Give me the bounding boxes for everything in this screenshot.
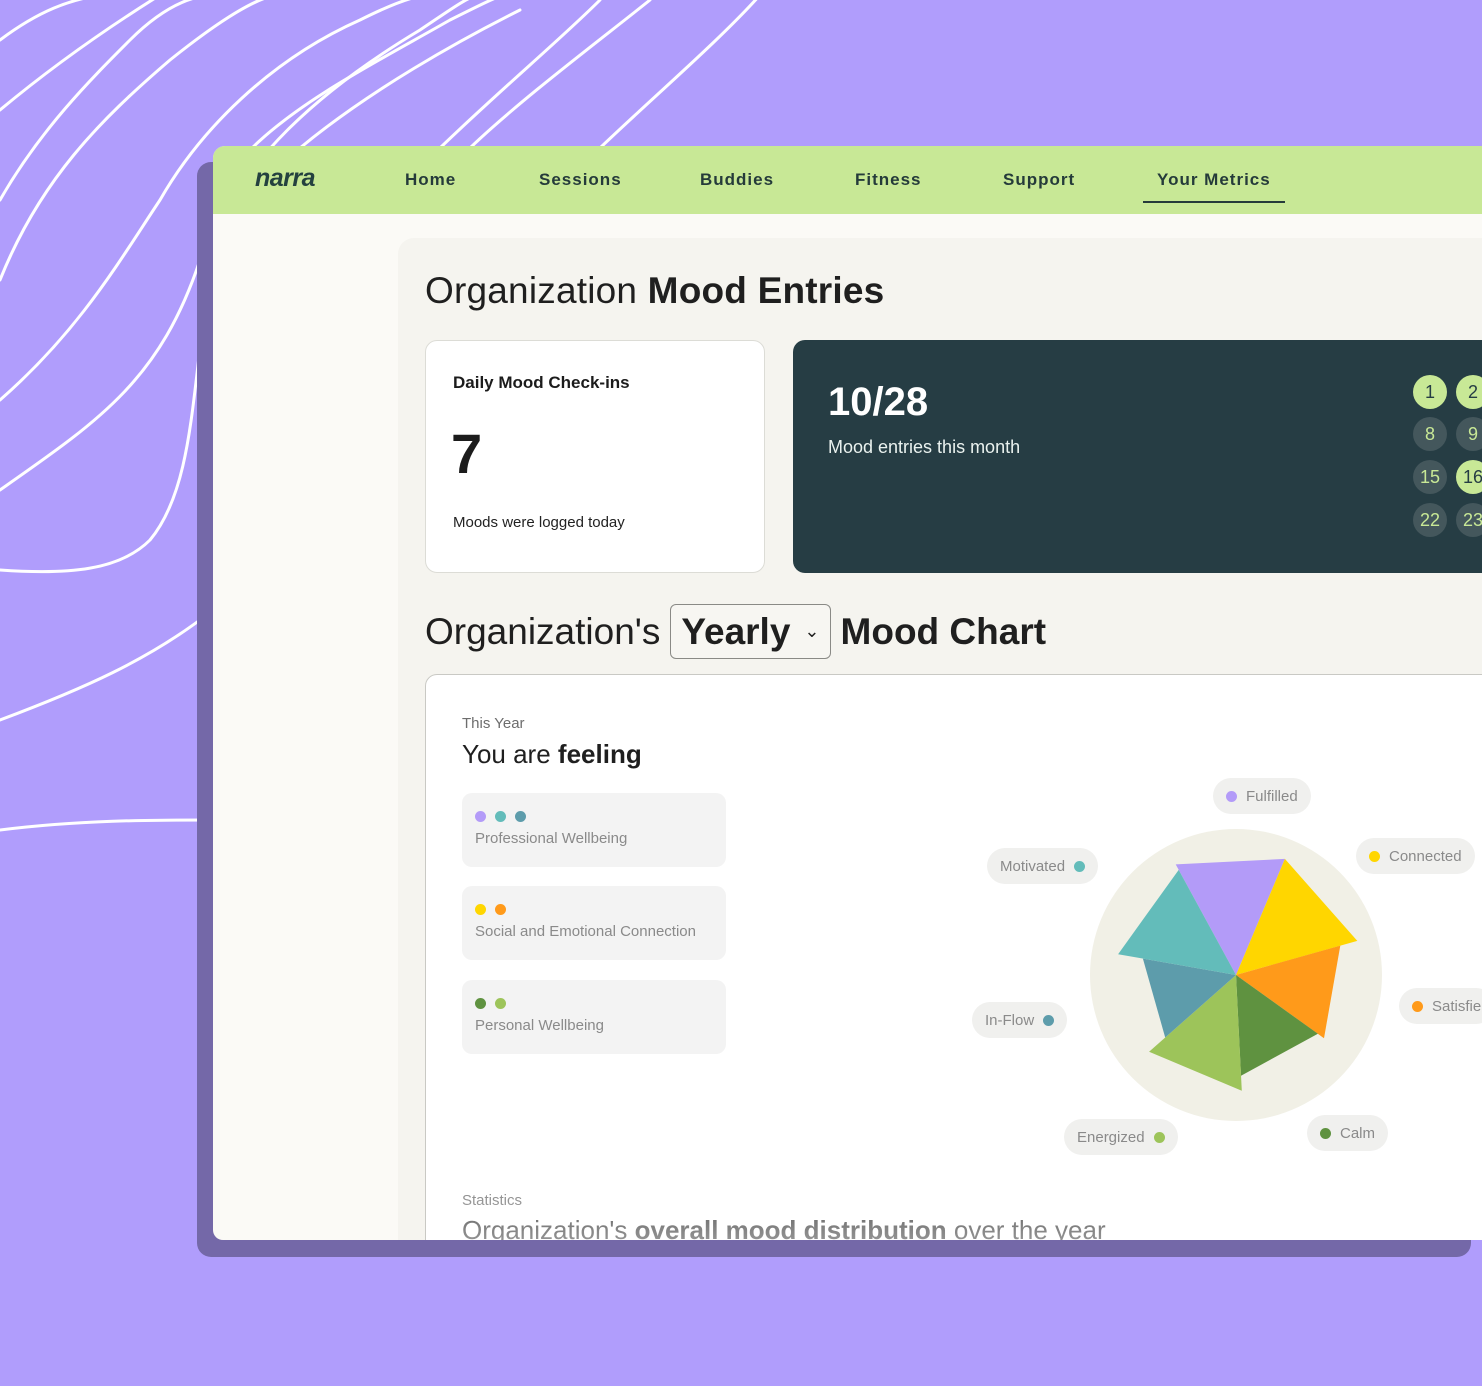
calendar-day[interactable]: 23 [1456, 503, 1482, 537]
legend-connected[interactable]: Connected [1356, 838, 1475, 874]
page-title: Organization Mood Entries [425, 270, 884, 312]
legend-in-flow[interactable]: In-Flow [972, 1002, 1068, 1038]
statistics-heading: Organization's overall mood distribution… [462, 1215, 1106, 1240]
statistics-heading-post: over the year [953, 1215, 1106, 1240]
category-dots [475, 904, 506, 915]
daily-checkins-value: 7 [451, 422, 483, 485]
category-label: Professional Wellbeing [475, 830, 628, 847]
legend-dot [1153, 1131, 1165, 1143]
period-select-value: Yearly [681, 610, 791, 652]
calendar-day[interactable]: 16 [1456, 460, 1482, 494]
chart-heading: You are feeling [462, 739, 642, 770]
chart-kicker: This Year [462, 715, 525, 732]
nav-support[interactable]: Support [1003, 170, 1076, 189]
daily-checkins-card: Daily Mood Check-ins 7 Moods were logged… [425, 340, 765, 573]
metrics-panel: Organization Mood Entries Daily Mood Che… [398, 238, 1482, 1240]
top-navigation: narra Home Sessions Buddies Fitness Supp… [213, 146, 1482, 214]
category-social-emotional-connection[interactable]: Social and Emotional Connection [462, 886, 726, 960]
category-dot [495, 998, 506, 1009]
legend-dot [1043, 1014, 1055, 1026]
legend-motivated[interactable]: Motivated [987, 848, 1099, 884]
legend-calm[interactable]: Calm [1307, 1115, 1389, 1151]
category-dots [475, 811, 526, 822]
calendar-day[interactable]: 22 [1413, 503, 1447, 537]
category-professional-wellbeing[interactable]: Professional Wellbeing [462, 793, 726, 867]
category-dot [475, 811, 486, 822]
calendar-day[interactable]: 15 [1413, 460, 1447, 494]
category-label: Personal Wellbeing [475, 1017, 604, 1034]
chart-segment-satisfied[interactable] [1236, 945, 1341, 1039]
legend-label: Motivated [1000, 857, 1066, 875]
legend-dot [1369, 850, 1380, 862]
page-title-light: Organization [425, 270, 638, 311]
chart-heading-bold: feeling [557, 739, 642, 769]
legend-label: Energized [1077, 1128, 1145, 1146]
statistics-heading-pre: Organization's [462, 1215, 628, 1240]
calendar-day[interactable]: 8 [1413, 417, 1447, 451]
chevron-down-icon: ⌄ [804, 621, 820, 641]
app-window: narra Home Sessions Buddies Fitness Supp… [213, 146, 1482, 1240]
category-dot [475, 998, 486, 1009]
nav-sessions[interactable]: Sessions [539, 170, 622, 189]
monthly-entries-caption: Mood entries this month [828, 437, 1021, 457]
legend-label: Satisfie [1432, 997, 1482, 1015]
nav-buddies[interactable]: Buddies [700, 170, 775, 189]
mood-chart-title-prefix: Organization's [425, 610, 661, 652]
mood-chart-title: Organization's Yearly ⌄ Mood Chart [425, 604, 1046, 659]
monthly-entries-card: 10/28 Mood entries this month 1 2 8 9 15… [793, 340, 1482, 573]
daily-checkins-title: Daily Mood Check-ins [453, 373, 630, 392]
chart-segment-connected[interactable] [1236, 858, 1358, 975]
calendar-day[interactable]: 2 [1456, 375, 1482, 409]
category-dot [495, 904, 506, 915]
category-personal-wellbeing[interactable]: Personal Wellbeing [462, 980, 726, 1054]
legend-dot [1320, 1127, 1331, 1139]
legend-dot [1226, 790, 1237, 802]
legend-dot [1074, 860, 1086, 872]
chart-segment-energized[interactable] [1149, 975, 1242, 1091]
legend-label: Fulfilled [1246, 787, 1298, 805]
period-select[interactable]: Yearly ⌄ [670, 604, 831, 659]
mood-polar-chart [1090, 829, 1382, 1121]
statistics-kicker: Statistics [462, 1192, 523, 1209]
category-dot [475, 904, 486, 915]
monthly-entries-value: 10/28 [828, 380, 929, 424]
legend-dot [1412, 1000, 1423, 1012]
calendar-day[interactable]: 1 [1413, 375, 1447, 409]
category-dot [515, 811, 526, 822]
legend-label: Connected [1389, 847, 1462, 865]
chart-heading-light: You are [462, 739, 551, 769]
mood-chart-title-suffix: Mood Chart [840, 610, 1047, 652]
chart-segment-calm[interactable] [1236, 975, 1318, 1076]
category-label: Social and Emotional Connection [475, 923, 696, 940]
nav-home[interactable]: Home [405, 170, 457, 189]
statistics-heading-bold: overall mood distribution [634, 1215, 947, 1240]
legend-fulfilled[interactable]: Fulfilled [1213, 778, 1311, 814]
legend-satisfied[interactable]: Satisfie [1399, 988, 1482, 1024]
chart-segment-in-flow[interactable] [1142, 958, 1236, 1038]
page-title-bold: Mood Entries [647, 270, 885, 311]
legend-label: Calm [1340, 1124, 1376, 1142]
mood-chart-card: This Year You are feeling Professional W… [425, 674, 1482, 1240]
category-dots [475, 998, 506, 1009]
chart-segment-motivated[interactable] [1118, 869, 1236, 975]
narra-logo[interactable]: narra [255, 164, 316, 192]
legend-label: In-Flow [985, 1011, 1035, 1029]
category-dot [495, 811, 506, 822]
daily-checkins-caption: Moods were logged today [453, 514, 625, 531]
legend-energized[interactable]: Energized [1064, 1119, 1178, 1155]
chart-segment-fulfilled[interactable] [1175, 858, 1285, 975]
calendar-day[interactable]: 9 [1456, 417, 1482, 451]
nav-your-metrics[interactable]: Your Metrics [1143, 170, 1285, 203]
nav-fitness[interactable]: Fitness [855, 170, 922, 189]
